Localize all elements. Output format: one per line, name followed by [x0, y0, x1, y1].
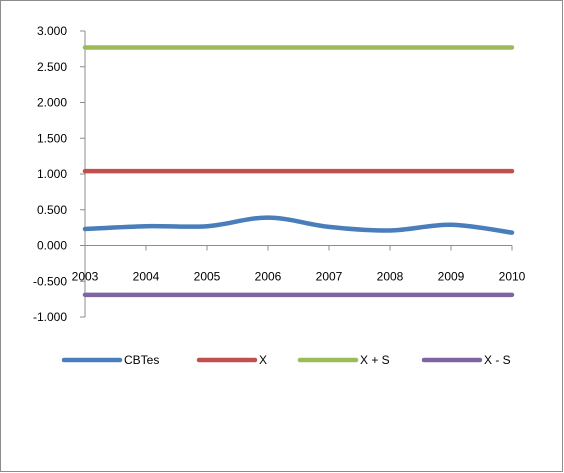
- legend-label-x: X: [259, 353, 267, 367]
- x-tick-label: 2009: [438, 270, 465, 284]
- y-tick-label: -1.000: [33, 310, 67, 324]
- legend: CBTes X X + S X - S: [61, 353, 511, 367]
- y-tick-label: 2.500: [37, 60, 67, 74]
- y-tick-label: 3.000: [37, 24, 67, 38]
- series-layer: [82, 45, 515, 298]
- x-tick-label: 2003: [72, 270, 99, 284]
- y-tick-label: 0.500: [37, 203, 67, 217]
- x-tick-labels: 2003 2004 2005 2006 2007 2008 2009 2010: [72, 270, 526, 284]
- legend-label-x-minus-s: X - S: [484, 353, 511, 367]
- series-line-cbtes: [82, 215, 515, 235]
- x-tick-label: 2005: [194, 270, 221, 284]
- y-tick-label: 2.000: [37, 96, 67, 110]
- x-tick-label: 2007: [316, 270, 343, 284]
- x-tick-label: 2004: [133, 270, 160, 284]
- x-tick-label: 2006: [255, 270, 282, 284]
- x-tick-label: 2010: [499, 270, 526, 284]
- legend-label-cbtes: CBTes: [124, 353, 159, 367]
- y-tick-label: 1.000: [37, 167, 67, 181]
- y-tick-label: -0.500: [33, 274, 67, 288]
- x-tick-label: 2008: [377, 270, 404, 284]
- y-tick-label: 1.500: [37, 131, 67, 145]
- legend-label-x-plus-s: X + S: [360, 353, 390, 367]
- y-tick-label: 0.000: [37, 239, 67, 253]
- axes-layer: 3.000 2.500 2.000 1.500 1.000 0.500 0.000 -0.50…: [33, 24, 513, 324]
